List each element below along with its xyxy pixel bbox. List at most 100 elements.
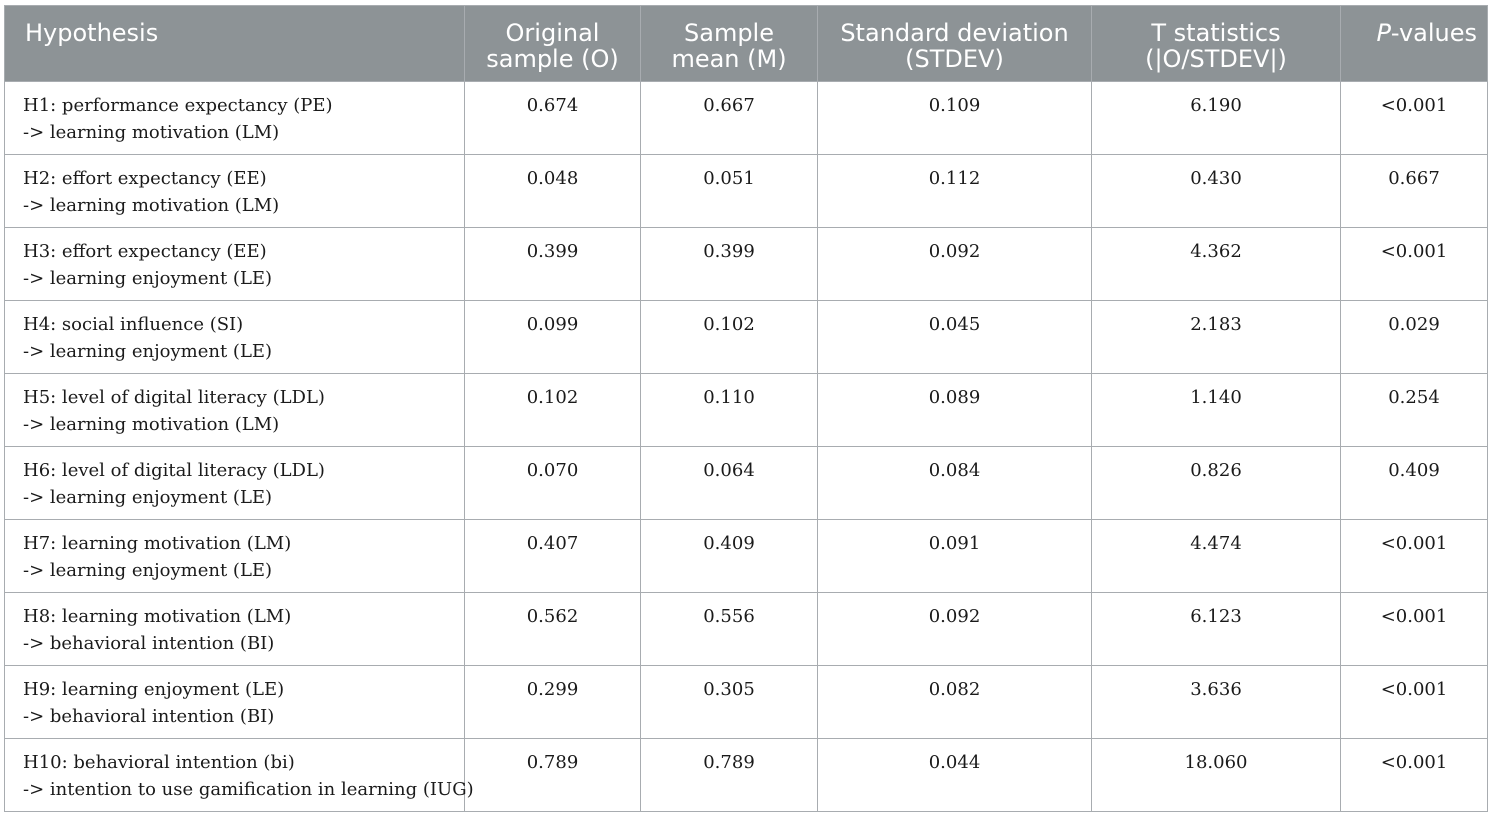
cell-original-sample: 0.299 bbox=[464, 665, 641, 739]
hypothesis-line2: -> learning motivation (LM) bbox=[23, 195, 280, 216]
cell-sample-mean: 0.051 bbox=[640, 154, 818, 228]
cell-t-statistics: 6.123 bbox=[1091, 592, 1341, 666]
cell-hypothesis: H10: behavioral intention (bi) -> intenti… bbox=[4, 738, 474, 812]
cell-standard-deviation: 0.044 bbox=[817, 738, 1092, 812]
header-p-italic: P bbox=[1376, 19, 1391, 47]
hypothesis-line1: H6: level of digital literacy (LDL) bbox=[23, 460, 325, 481]
cell-p-value: 0.029 bbox=[1340, 300, 1488, 374]
header-tstat-line2: (|O/STDEV|) bbox=[1145, 45, 1287, 73]
cell-standard-deviation: 0.092 bbox=[817, 592, 1092, 666]
header-standard-deviation: Standard deviation (STDEV) bbox=[817, 5, 1092, 82]
cell-t-statistics: 0.826 bbox=[1091, 446, 1341, 520]
cell-hypothesis: H3: effort expectancy (EE) -> learning en… bbox=[4, 227, 465, 301]
header-p-rest: -values bbox=[1390, 19, 1477, 47]
cell-hypothesis: H1: performance expectancy (PE) -> learni… bbox=[4, 81, 465, 155]
header-original-line2: sample (O) bbox=[486, 45, 619, 73]
cell-sample-mean: 0.305 bbox=[640, 665, 818, 739]
cell-p-value: <0.001 bbox=[1340, 227, 1488, 301]
hypothesis-line1: H1: performance expectancy (PE) bbox=[23, 95, 333, 116]
hypothesis-line1: H5: level of digital literacy (LDL) bbox=[23, 387, 325, 408]
table-row: H3: effort expectancy (EE) -> learning en… bbox=[4, 227, 1488, 301]
table-row: H2: effort expectancy (EE) -> learning mo… bbox=[4, 154, 1488, 228]
header-original-line1: Original bbox=[505, 19, 600, 47]
cell-standard-deviation: 0.109 bbox=[817, 81, 1092, 155]
cell-t-statistics: 18.060 bbox=[1091, 738, 1341, 812]
table-row: H8: learning motivation (LM) -> behaviora… bbox=[4, 592, 1488, 666]
header-mean-line1: Sample bbox=[684, 19, 774, 47]
cell-sample-mean: 0.667 bbox=[640, 81, 818, 155]
cell-t-statistics: 0.430 bbox=[1091, 154, 1341, 228]
hypothesis-line2: -> learning enjoyment (LE) bbox=[23, 341, 273, 362]
table-row: H6: level of digital literacy (LDL) -> le… bbox=[4, 446, 1488, 520]
cell-original-sample: 0.070 bbox=[464, 446, 641, 520]
cell-standard-deviation: 0.082 bbox=[817, 665, 1092, 739]
cell-original-sample: 0.099 bbox=[464, 300, 641, 374]
cell-t-statistics: 4.474 bbox=[1091, 519, 1341, 593]
cell-hypothesis: H9: learning enjoyment (LE) -> behavioral… bbox=[4, 665, 465, 739]
cell-p-value: <0.001 bbox=[1340, 738, 1488, 812]
hypothesis-line1: H2: effort expectancy (EE) bbox=[23, 168, 267, 189]
hypothesis-line1: H10: behavioral intention (bi) bbox=[23, 752, 295, 773]
table-row: H4: social influence (SI) -> learning enj… bbox=[4, 300, 1488, 374]
header-p-values: P-values bbox=[1340, 5, 1488, 82]
hypothesis-line1: H3: effort expectancy (EE) bbox=[23, 241, 267, 262]
hypothesis-line2: -> intention to use gamification in lear… bbox=[23, 779, 474, 800]
header-hypothesis-label: Hypothesis bbox=[25, 19, 159, 47]
hypothesis-line1: H7: learning motivation (LM) bbox=[23, 533, 292, 554]
cell-hypothesis: H2: effort expectancy (EE) -> learning mo… bbox=[4, 154, 465, 228]
cell-hypothesis: H5: level of digital literacy (LDL) -> le… bbox=[4, 373, 465, 447]
hypothesis-line2: -> behavioral intention (BI) bbox=[23, 706, 275, 727]
cell-t-statistics: 3.636 bbox=[1091, 665, 1341, 739]
cell-original-sample: 0.674 bbox=[464, 81, 641, 155]
table-body: H1: performance expectancy (PE) -> learni… bbox=[4, 81, 1488, 812]
header-original-sample: Original sample (O) bbox=[464, 5, 641, 82]
cell-sample-mean: 0.409 bbox=[640, 519, 818, 593]
hypothesis-line2: -> behavioral intention (BI) bbox=[23, 633, 275, 654]
header-stdev-line1: Standard deviation bbox=[840, 19, 1069, 47]
cell-hypothesis: H7: learning motivation (LM) -> learning … bbox=[4, 519, 465, 593]
cell-p-value: <0.001 bbox=[1340, 665, 1488, 739]
hypothesis-line1: H9: learning enjoyment (LE) bbox=[23, 679, 285, 700]
header-hypothesis: Hypothesis bbox=[4, 5, 465, 82]
cell-sample-mean: 0.789 bbox=[640, 738, 818, 812]
table-row: H5: level of digital literacy (LDL) -> le… bbox=[4, 373, 1488, 447]
cell-p-value: <0.001 bbox=[1340, 592, 1488, 666]
hypothesis-line2: -> learning motivation (LM) bbox=[23, 414, 280, 435]
cell-p-value: 0.409 bbox=[1340, 446, 1488, 520]
cell-hypothesis: H8: learning motivation (LM) -> behaviora… bbox=[4, 592, 465, 666]
cell-hypothesis: H4: social influence (SI) -> learning enj… bbox=[4, 300, 465, 374]
hypothesis-line2: -> learning motivation (LM) bbox=[23, 122, 280, 143]
header-stdev-line2: (STDEV) bbox=[905, 45, 1004, 73]
cell-hypothesis: H6: level of digital literacy (LDL) -> le… bbox=[4, 446, 465, 520]
cell-original-sample: 0.102 bbox=[464, 373, 641, 447]
cell-sample-mean: 0.556 bbox=[640, 592, 818, 666]
cell-standard-deviation: 0.045 bbox=[817, 300, 1092, 374]
cell-original-sample: 0.399 bbox=[464, 227, 641, 301]
header-sample-mean: Sample mean (M) bbox=[640, 5, 818, 82]
cell-sample-mean: 0.110 bbox=[640, 373, 818, 447]
cell-p-value: <0.001 bbox=[1340, 81, 1488, 155]
cell-sample-mean: 0.399 bbox=[640, 227, 818, 301]
cell-p-value: 0.667 bbox=[1340, 154, 1488, 228]
hypothesis-line2: -> learning enjoyment (LE) bbox=[23, 268, 273, 289]
cell-p-value: <0.001 bbox=[1340, 519, 1488, 593]
hypothesis-line1: H4: social influence (SI) bbox=[23, 314, 244, 335]
cell-standard-deviation: 0.091 bbox=[817, 519, 1092, 593]
cell-sample-mean: 0.102 bbox=[640, 300, 818, 374]
cell-standard-deviation: 0.112 bbox=[817, 154, 1092, 228]
cell-standard-deviation: 0.084 bbox=[817, 446, 1092, 520]
cell-original-sample: 0.562 bbox=[464, 592, 641, 666]
cell-p-value: 0.254 bbox=[1340, 373, 1488, 447]
cell-t-statistics: 1.140 bbox=[1091, 373, 1341, 447]
table-row: H1: performance expectancy (PE) -> learni… bbox=[4, 81, 1488, 155]
hypothesis-line2: -> learning enjoyment (LE) bbox=[23, 560, 273, 581]
cell-t-statistics: 2.183 bbox=[1091, 300, 1341, 374]
hypothesis-results-table: Hypothesis Original sample (O) Sample me… bbox=[4, 5, 1488, 812]
cell-sample-mean: 0.064 bbox=[640, 446, 818, 520]
hypothesis-line1: H8: learning motivation (LM) bbox=[23, 606, 292, 627]
table-row: H7: learning motivation (LM) -> learning … bbox=[4, 519, 1488, 593]
cell-standard-deviation: 0.089 bbox=[817, 373, 1092, 447]
table-header-row: Hypothesis Original sample (O) Sample me… bbox=[4, 5, 1488, 82]
header-tstat-line1: T statistics bbox=[1151, 19, 1281, 47]
hypothesis-line2: -> learning enjoyment (LE) bbox=[23, 487, 273, 508]
